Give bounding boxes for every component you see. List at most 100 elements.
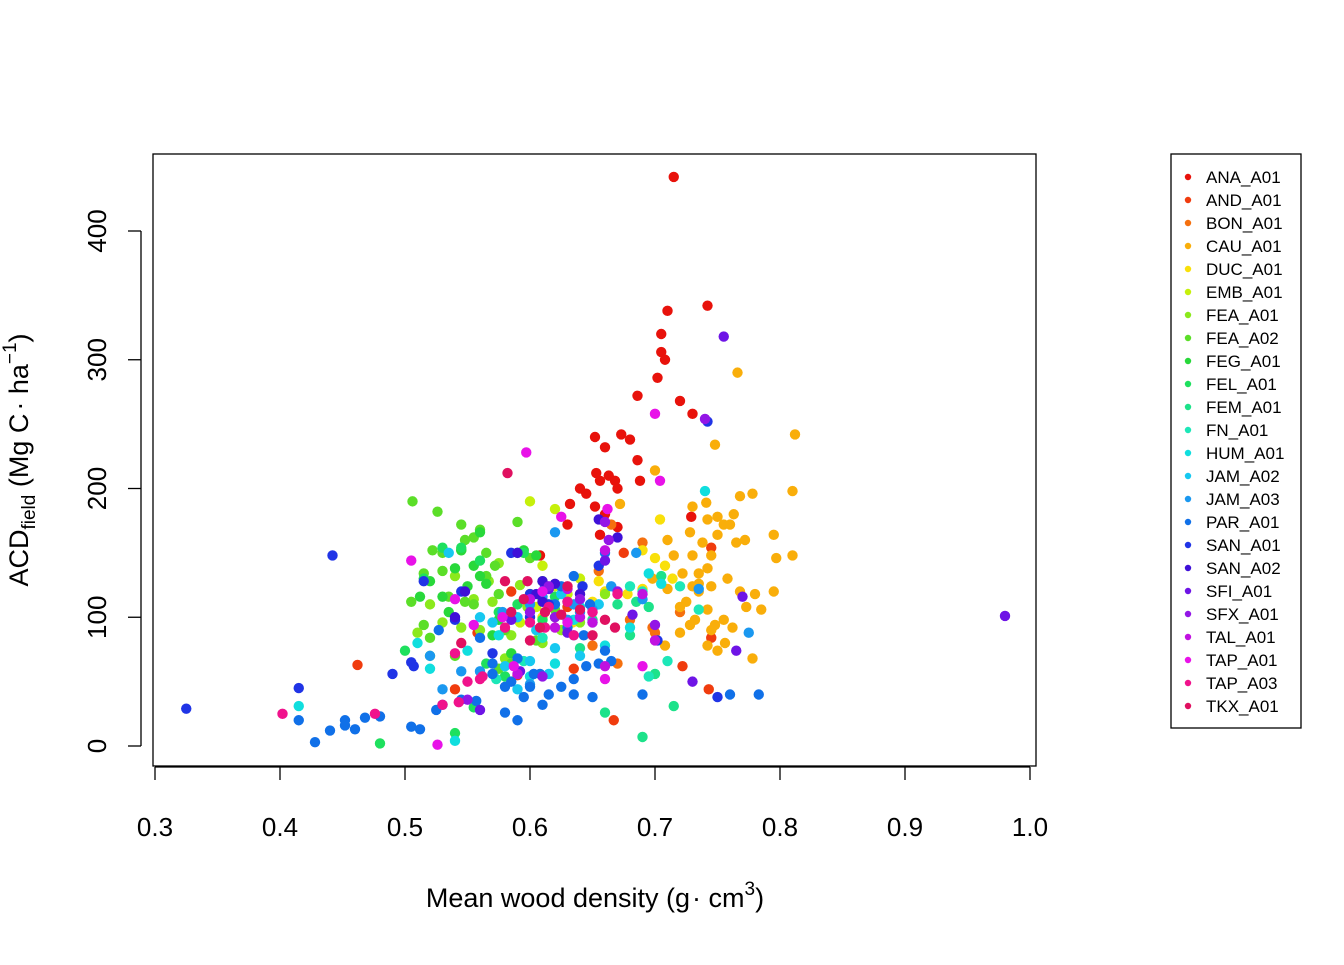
legend-marker bbox=[1184, 196, 1192, 204]
data-point bbox=[406, 555, 417, 566]
data-point bbox=[508, 660, 519, 672]
data-point bbox=[768, 586, 779, 597]
data-point bbox=[631, 547, 642, 559]
legend-label: DUC_A01 bbox=[1206, 260, 1283, 279]
data-point bbox=[728, 509, 739, 520]
legend-label: HUM_A01 bbox=[1206, 444, 1284, 463]
data-point bbox=[668, 550, 679, 561]
data-point bbox=[649, 635, 661, 646]
legend-item: BON_A01 bbox=[1184, 214, 1283, 233]
data-point bbox=[574, 612, 586, 623]
data-point bbox=[594, 529, 606, 541]
data-point bbox=[687, 408, 698, 420]
legend-item: SFX_A01 bbox=[1184, 605, 1279, 624]
legend-label: FEM_A01 bbox=[1206, 398, 1282, 417]
data-point bbox=[521, 447, 532, 458]
data-point bbox=[437, 617, 448, 628]
data-point bbox=[512, 547, 523, 559]
y-axis-title-main: ACD bbox=[4, 530, 34, 587]
data-point bbox=[632, 390, 643, 401]
data-point bbox=[578, 630, 589, 641]
data-point bbox=[456, 666, 467, 677]
legend-marker bbox=[1184, 334, 1192, 342]
data-point bbox=[562, 617, 573, 628]
legend-label: SAN_A02 bbox=[1206, 559, 1281, 578]
x-axis-title-close: ) bbox=[755, 883, 764, 913]
legend-box bbox=[1170, 153, 1302, 729]
data-point bbox=[587, 606, 598, 618]
legend-label: TAP_A01 bbox=[1206, 651, 1278, 670]
data-point bbox=[537, 632, 548, 644]
data-point bbox=[453, 697, 464, 708]
data-point bbox=[424, 599, 436, 610]
data-point bbox=[449, 735, 461, 747]
data-point bbox=[591, 467, 602, 479]
data-point bbox=[277, 708, 288, 720]
data-point bbox=[712, 511, 723, 523]
legend-marker bbox=[1184, 380, 1192, 388]
data-point bbox=[487, 658, 498, 669]
data-point bbox=[474, 555, 486, 566]
data-point bbox=[549, 527, 561, 538]
data-point bbox=[608, 715, 619, 726]
data-point bbox=[602, 503, 613, 515]
legend-label: SFX_A01 bbox=[1206, 605, 1279, 624]
data-point bbox=[456, 542, 467, 553]
data-point bbox=[374, 738, 386, 749]
data-point bbox=[474, 570, 486, 582]
data-point bbox=[587, 691, 598, 703]
data-point bbox=[616, 429, 627, 440]
y-axis-title-close: ) bbox=[4, 333, 34, 342]
data-point bbox=[433, 624, 444, 636]
data-point bbox=[369, 708, 381, 720]
data-point bbox=[506, 676, 517, 687]
legend-item: SFI_A01 bbox=[1184, 582, 1272, 601]
data-point bbox=[414, 591, 426, 602]
legend-marker bbox=[1184, 288, 1192, 296]
y-axis: 0 100 200 300 400 bbox=[82, 209, 142, 753]
data-point bbox=[424, 632, 436, 644]
legend-item: PAR_A01 bbox=[1184, 513, 1279, 532]
legend-label: SAN_A01 bbox=[1206, 536, 1281, 555]
data-point bbox=[667, 573, 678, 584]
data-point bbox=[574, 650, 586, 662]
data-point bbox=[327, 550, 338, 561]
legend-item: TAP_A01 bbox=[1184, 651, 1278, 670]
data-point bbox=[693, 604, 704, 615]
data-point bbox=[181, 703, 192, 714]
legend-label: FEL_A01 bbox=[1206, 375, 1277, 394]
data-point bbox=[687, 501, 698, 512]
data-point bbox=[589, 501, 601, 512]
legend-label: FN_A01 bbox=[1206, 421, 1268, 440]
data-point bbox=[497, 612, 508, 623]
data-point bbox=[468, 599, 479, 610]
data-point bbox=[524, 617, 536, 628]
data-point bbox=[637, 731, 648, 743]
data-point bbox=[437, 565, 448, 577]
data-point bbox=[789, 429, 801, 440]
data-point bbox=[539, 606, 551, 618]
y-axis-title-unit: ha bbox=[4, 363, 34, 402]
x-tick-label: 0.7 bbox=[637, 812, 673, 842]
legend-item: DUC_A01 bbox=[1184, 260, 1283, 279]
data-point bbox=[489, 560, 501, 571]
data-point bbox=[656, 570, 667, 582]
data-point bbox=[747, 653, 758, 664]
data-point bbox=[649, 408, 661, 420]
data-point bbox=[432, 506, 443, 517]
data-point bbox=[637, 588, 648, 600]
data-point bbox=[674, 395, 686, 407]
legend-marker bbox=[1184, 587, 1192, 595]
data-point bbox=[743, 627, 754, 638]
data-point bbox=[718, 614, 729, 626]
data-point bbox=[662, 534, 673, 546]
data-point bbox=[594, 475, 606, 486]
x-tick-label: 0.4 bbox=[262, 812, 298, 842]
data-point bbox=[599, 555, 611, 566]
data-point bbox=[412, 627, 423, 638]
legend-label: TAP_A03 bbox=[1206, 674, 1278, 693]
plot-frame bbox=[152, 153, 1037, 767]
data-point bbox=[703, 684, 714, 695]
data-point bbox=[643, 601, 654, 613]
legend-marker bbox=[1184, 472, 1192, 480]
